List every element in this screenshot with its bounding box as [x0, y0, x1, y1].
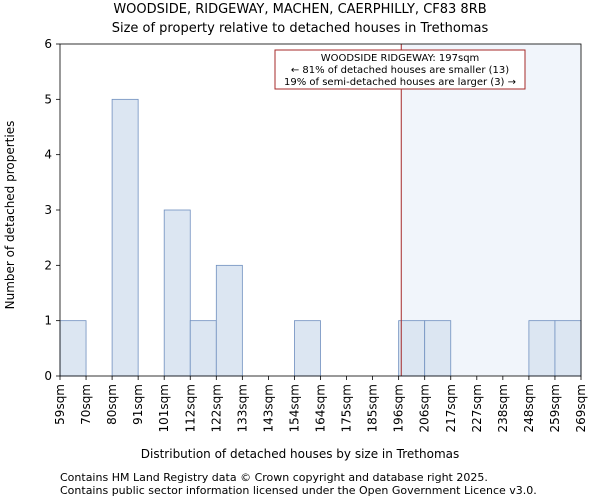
- y-tick-label: 6: [44, 37, 52, 51]
- bar-248sqm: [528, 320, 556, 377]
- x-tick-label: 185sqm: [366, 384, 380, 432]
- y-tick-label: 3: [44, 203, 52, 217]
- x-tick-label: 175sqm: [340, 384, 354, 432]
- x-tick-label: 217sqm: [444, 384, 458, 432]
- x-tick-label: 196sqm: [392, 384, 406, 432]
- x-axis-label: Distribution of detached houses by size …: [141, 447, 459, 461]
- bars-group: [59, 98, 582, 377]
- x-tick-label: 227sqm: [470, 384, 484, 432]
- bar-112sqm: [189, 320, 217, 377]
- bar-80sqm: [111, 98, 139, 377]
- annotation-box: [274, 49, 526, 90]
- x-tick-label: 101sqm: [157, 384, 171, 432]
- bar-206sqm: [424, 320, 452, 377]
- y-tick-label: 4: [44, 148, 52, 162]
- bar-122sqm: [215, 264, 243, 377]
- x-tick-label: 112sqm: [183, 384, 197, 432]
- annotation-line-2: ← 81% of detached houses are smaller (13…: [291, 65, 509, 76]
- x-tick-label: 238sqm: [496, 384, 510, 432]
- bar-59sqm: [59, 320, 87, 377]
- x-tick-label: 164sqm: [314, 384, 328, 432]
- x-tick-label: 259sqm: [548, 384, 562, 432]
- x-tick-label: 248sqm: [522, 384, 536, 432]
- x-tick-label: 206sqm: [418, 384, 432, 432]
- x-tick-label: 133sqm: [235, 384, 249, 432]
- bar-101sqm: [163, 209, 191, 377]
- y-tick-label: 5: [44, 92, 52, 106]
- annotation-line-1: WOODSIDE RIDGEWAY: 197sqm: [321, 53, 480, 64]
- x-tick-label: 122sqm: [209, 384, 223, 432]
- x-ticks-group: 59sqm 70sqm 80sqm 91sqm 101sqm 112sqm 122sqm 13…: [53, 376, 588, 432]
- x-tick-label: 70sqm: [79, 384, 93, 425]
- y-tick-label: 2: [44, 258, 52, 272]
- x-tick-label: 91sqm: [131, 384, 145, 425]
- bar-196sqm: [398, 320, 426, 377]
- x-tick-label: 269sqm: [574, 384, 588, 432]
- x-tick-label: 154sqm: [287, 384, 301, 432]
- y-ticks-group: 0 1 2 3 4 5 6: [44, 37, 60, 383]
- chart-subtitle: Size of property relative to detached ho…: [112, 21, 489, 36]
- footer-line-2: Contains public sector information licen…: [60, 484, 537, 497]
- y-axis-label: Number of detached properties: [3, 121, 17, 310]
- annotation-line-3: 19% of semi-detached houses are larger (…: [284, 77, 516, 88]
- x-tick-label: 80sqm: [105, 384, 119, 425]
- x-tick-label: 143sqm: [261, 384, 275, 432]
- footer-line-1: Contains HM Land Registry data © Crown c…: [60, 471, 488, 484]
- bar-154sqm: [294, 320, 321, 377]
- chart-title: WOODSIDE, RIDGEWAY, MACHEN, CAERPHILLY, …: [113, 2, 486, 17]
- y-tick-label: 1: [44, 314, 52, 328]
- bar-259sqm: [554, 320, 582, 377]
- y-tick-label: 0: [44, 369, 52, 383]
- x-tick-label: 59sqm: [53, 384, 67, 425]
